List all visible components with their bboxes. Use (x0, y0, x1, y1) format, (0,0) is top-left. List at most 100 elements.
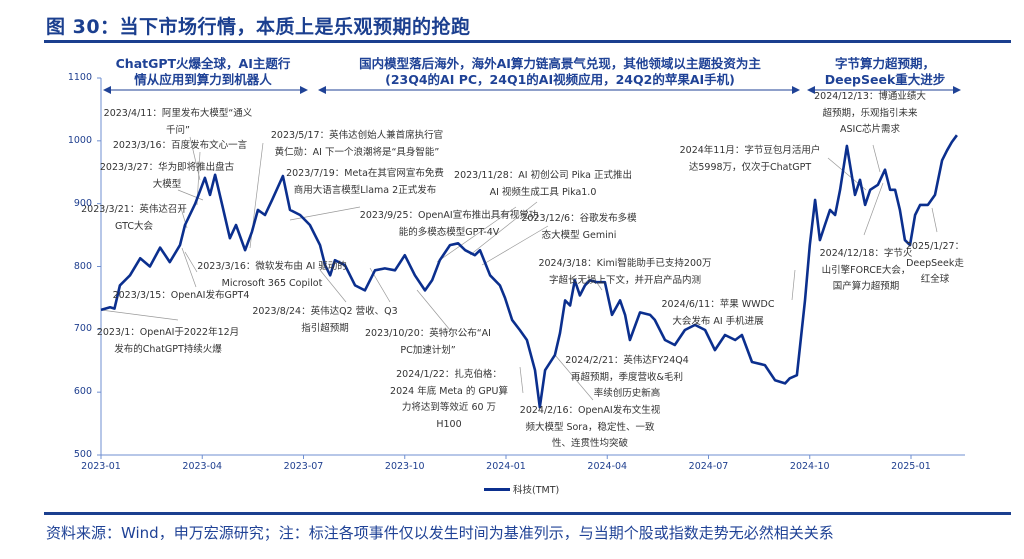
legend-label: 科技(TMT) (513, 485, 560, 496)
annotation-line: 字超长无损上下文，并开启产品内测 (548, 274, 702, 286)
event-annotation: 2023/3/16：百度发布文心一言 (113, 138, 247, 155)
event-annotation: 2023/4/11：阿里发布大模型“通义 千问” (104, 106, 253, 139)
y-tick-label: 800 (73, 260, 92, 272)
event-annotation: 2023/8/24：英伟达Q2 营收、Q3 指引超预期 (252, 304, 397, 337)
annotation-line: 2024/3/18：Kimi智能助手已支持200万 (538, 258, 712, 269)
annotation-line: 商用大语言模型Llama 2正式发布 (293, 184, 437, 196)
annotation-line: H100 (436, 418, 462, 430)
event-annotation: 2024年11月：字节豆包月活用户 达5998万，仅次于ChatGPT (680, 143, 821, 176)
annotation-line: 2024/1/22：扎克伯格： (396, 369, 502, 380)
annotation-line: 2023/7/19：Meta在其官网宣布免费 (286, 168, 444, 179)
annotation-line: 性、连贯性均突破 (551, 438, 629, 449)
annotation-line: 2024/2/21：英伟达FY24Q4 (565, 355, 689, 366)
x-tick-label: 2023-10 (384, 461, 425, 472)
annotation-line: 大会发布 AI 手机进展 (672, 315, 764, 327)
annotation-line: 2023/3/15：OpenAI发布GPT4 (112, 290, 250, 301)
y-tick-label: 600 (73, 386, 92, 398)
y-tick-label: 500 (73, 449, 92, 460)
source-note: 资料来源：Wind，申万宏源研究；注：标注各项事件仅以发生时间为基准列示，与当期… (46, 524, 834, 542)
annotation-line: 千问” (166, 124, 190, 136)
annotation-line: Microsoft 365 Copilot (221, 277, 323, 289)
event-annotation: 2023/1：OpenAI于2022年12月 发布的ChatGPT持续火爆 (97, 325, 239, 358)
phase-1-line-2: 情从应用到算力到机器人 (134, 72, 272, 87)
annotation-line: 态大模型 Gemini (541, 229, 617, 241)
event-annotation: 2024/12/13：博通业绩大 超预期，乐观指引未来 ASIC芯片需求 (814, 89, 926, 139)
annotation-line: 超预期，乐观指引未来 (822, 107, 918, 119)
phase-3-line-1: 字节算力超预期， (834, 56, 935, 71)
annotation-line: 2024 年底 Meta 的 GPU算 (390, 385, 508, 397)
event-annotation: 2023/3/27：华为即将推出盘古 大模型 (100, 160, 234, 193)
event-annotation: 2023/5/17：英伟达创始人兼首席执行官 黄仁勋：AI 下一个浪潮将是“具身智… (271, 128, 443, 161)
annotation-line: 大模型 (152, 178, 182, 190)
event-annotation: 2023/9/25：OpenAI宣布推出具有视觉功 能的多模态模型GPT-4V (360, 208, 538, 241)
annotation-line: GTC大会 (115, 220, 153, 232)
title-rule (44, 40, 1011, 43)
annotation-line: 2025/1/27： (905, 241, 965, 252)
annotation-line: 2023/3/16：百度发布文心一言 (112, 140, 248, 151)
annotation-line: 2024/2/16：OpenAI发布文生视 (519, 405, 661, 416)
annotation-line: 2023/4/11：阿里发布大模型“通义 (103, 108, 253, 119)
x-tick-label: 2023-04 (182, 461, 223, 472)
event-annotation: 2023/11/28：AI 初创公司 Pika 正式推出 AI 视频生成工具 Pi… (454, 168, 632, 201)
event-annotation: 2024/3/18：Kimi智能助手已支持200万 字超长无损上下文，并开启产品内… (538, 256, 711, 289)
legend-swatch (484, 487, 510, 491)
x-tick-label: 2025-01 (891, 461, 931, 472)
x-tick-label: 2024-01 (486, 461, 526, 472)
event-annotation: 2024/6/11：苹果 WWDC 大会发布 AI 手机进展 (662, 297, 775, 330)
x-tick-label: 2023-07 (283, 461, 324, 472)
annotation-line: PC加速计划” (400, 344, 456, 356)
event-annotation: 2023/3/16：微软发布由 AI 驱动的 Microsoft 365 Copi… (197, 259, 347, 292)
annotation-line: 2023/3/27：华为即将推出盘古 (99, 162, 235, 173)
annotation-line: 2023/5/17：英伟达创始人兼首席执行官 (270, 130, 444, 141)
annotation-line: 2024/12/13：博通业绩大 (814, 91, 926, 102)
event-annotation: 2023/3/15：OpenAI发布GPT4 (113, 288, 250, 305)
event-annotation: 2024/1/22：扎克伯格： 2024 年底 Meta 的 GPU算 力将达到等效… (390, 367, 508, 433)
annotation-line: 频大模型 Sora，稳定性、一致 (525, 421, 655, 433)
annotation-line: 2023/8/24：英伟达Q2 营收、Q3 (252, 306, 398, 317)
event-annotation: 2024/2/16：OpenAI发布文生视 频大模型 Sora，稳定性、一致 性、连… (520, 403, 660, 453)
event-annotation: 2023/12/6：谷歌发布多模 态大模型 Gemini (521, 211, 636, 244)
annotation-line: 2024/12/18：字节火 (819, 248, 913, 259)
event-annotation: 2023/10/20：英特尔公布“AI PC加速计划” (365, 326, 491, 359)
annotation-line: 2023/10/20：英特尔公布“AI (365, 328, 491, 339)
annotation-line: 2024/6/11：苹果 WWDC (661, 299, 775, 310)
event-annotation: 2024/2/21：英伟达FY24Q4 再超预期，季度营收&毛利 率续创历史新高 (565, 353, 689, 403)
annotation-line: 指引超预期 (301, 322, 349, 334)
annotation-line: 力将达到等效近 60 万 (401, 402, 497, 413)
x-tick-label: 2023-01 (81, 461, 121, 472)
annotation-line: AI 视频生成工具 Pika1.0 (489, 186, 597, 198)
y-tick-label: 1100 (67, 72, 92, 83)
y-tick-label: 700 (73, 323, 92, 335)
phase-3-label: 字节算力超预期， DeepSeek重大进步 (825, 56, 946, 88)
annotation-line: 2023/1：OpenAI于2022年12月 (96, 327, 240, 338)
y-tick-label: 900 (73, 197, 92, 209)
annotation-line: 2023/3/21：英伟达召开 (81, 204, 187, 215)
annotation-line: 2024年11月：字节豆包月活用户 (679, 145, 821, 156)
legend: 科技(TMT) (484, 482, 559, 496)
event-annotation: 2023/3/21：英伟达召开 GTC大会 (81, 202, 187, 235)
annotation-line: 2023/11/28：AI 初创公司 Pika 正式推出 (454, 170, 632, 181)
phase-2-line-1: 国内模型落后海外，海外AI算力链高景气兑现，其他领域以主题投资为主 (359, 56, 761, 71)
event-annotation: 2023/7/19：Meta在其官网宣布免费 商用大语言模型Llama 2正式发布 (286, 166, 444, 199)
phase-3-line-2: DeepSeek重大进步 (824, 72, 946, 87)
annotation-line: DeepSeek走 (906, 257, 964, 269)
phase-2-line-2: (23Q4的AI PC，24Q1的AI视频应用，24Q2的苹果AI手机) (385, 72, 735, 87)
phase-1-label: ChatGPT火爆全球，AI主题行 情从应用到算力到机器人 (116, 56, 291, 88)
annotation-line: 率续创历史新高 (593, 388, 661, 399)
phase-2-label: 国内模型落后海外，海外AI算力链高景气兑现，其他领域以主题投资为主 (23Q4的… (359, 56, 761, 88)
annotation-line: ASIC芯片需求 (840, 124, 900, 135)
x-tick-label: 2024-10 (789, 461, 830, 472)
figure-title: 图 30：当下市场行情，本质上是乐观预期的抢跑 (46, 16, 471, 38)
y-tick-label: 1000 (67, 134, 92, 146)
annotation-line: 国产算力超预期 (832, 281, 900, 292)
annotation-line: 再超预期，季度营收&毛利 (571, 371, 683, 383)
x-tick-label: 2024-07 (688, 461, 729, 472)
annotation-line: 2023/3/16：微软发布由 AI 驱动的 (197, 261, 347, 272)
annotation-line: 2023/9/25：OpenAI宣布推出具有视觉功 (359, 210, 539, 221)
x-tick-label: 2024-04 (587, 461, 628, 472)
annotation-line: 山引擎FORCE大会， (821, 264, 911, 276)
event-annotation: 2024/12/18：字节火 山引擎FORCE大会， 国产算力超预期 (820, 246, 913, 296)
annotation-line: 黄仁勋：AI 下一个浪潮将是“具身智能” (274, 146, 440, 158)
annotation-line: 2023/12/6：谷歌发布多模 (521, 213, 637, 224)
